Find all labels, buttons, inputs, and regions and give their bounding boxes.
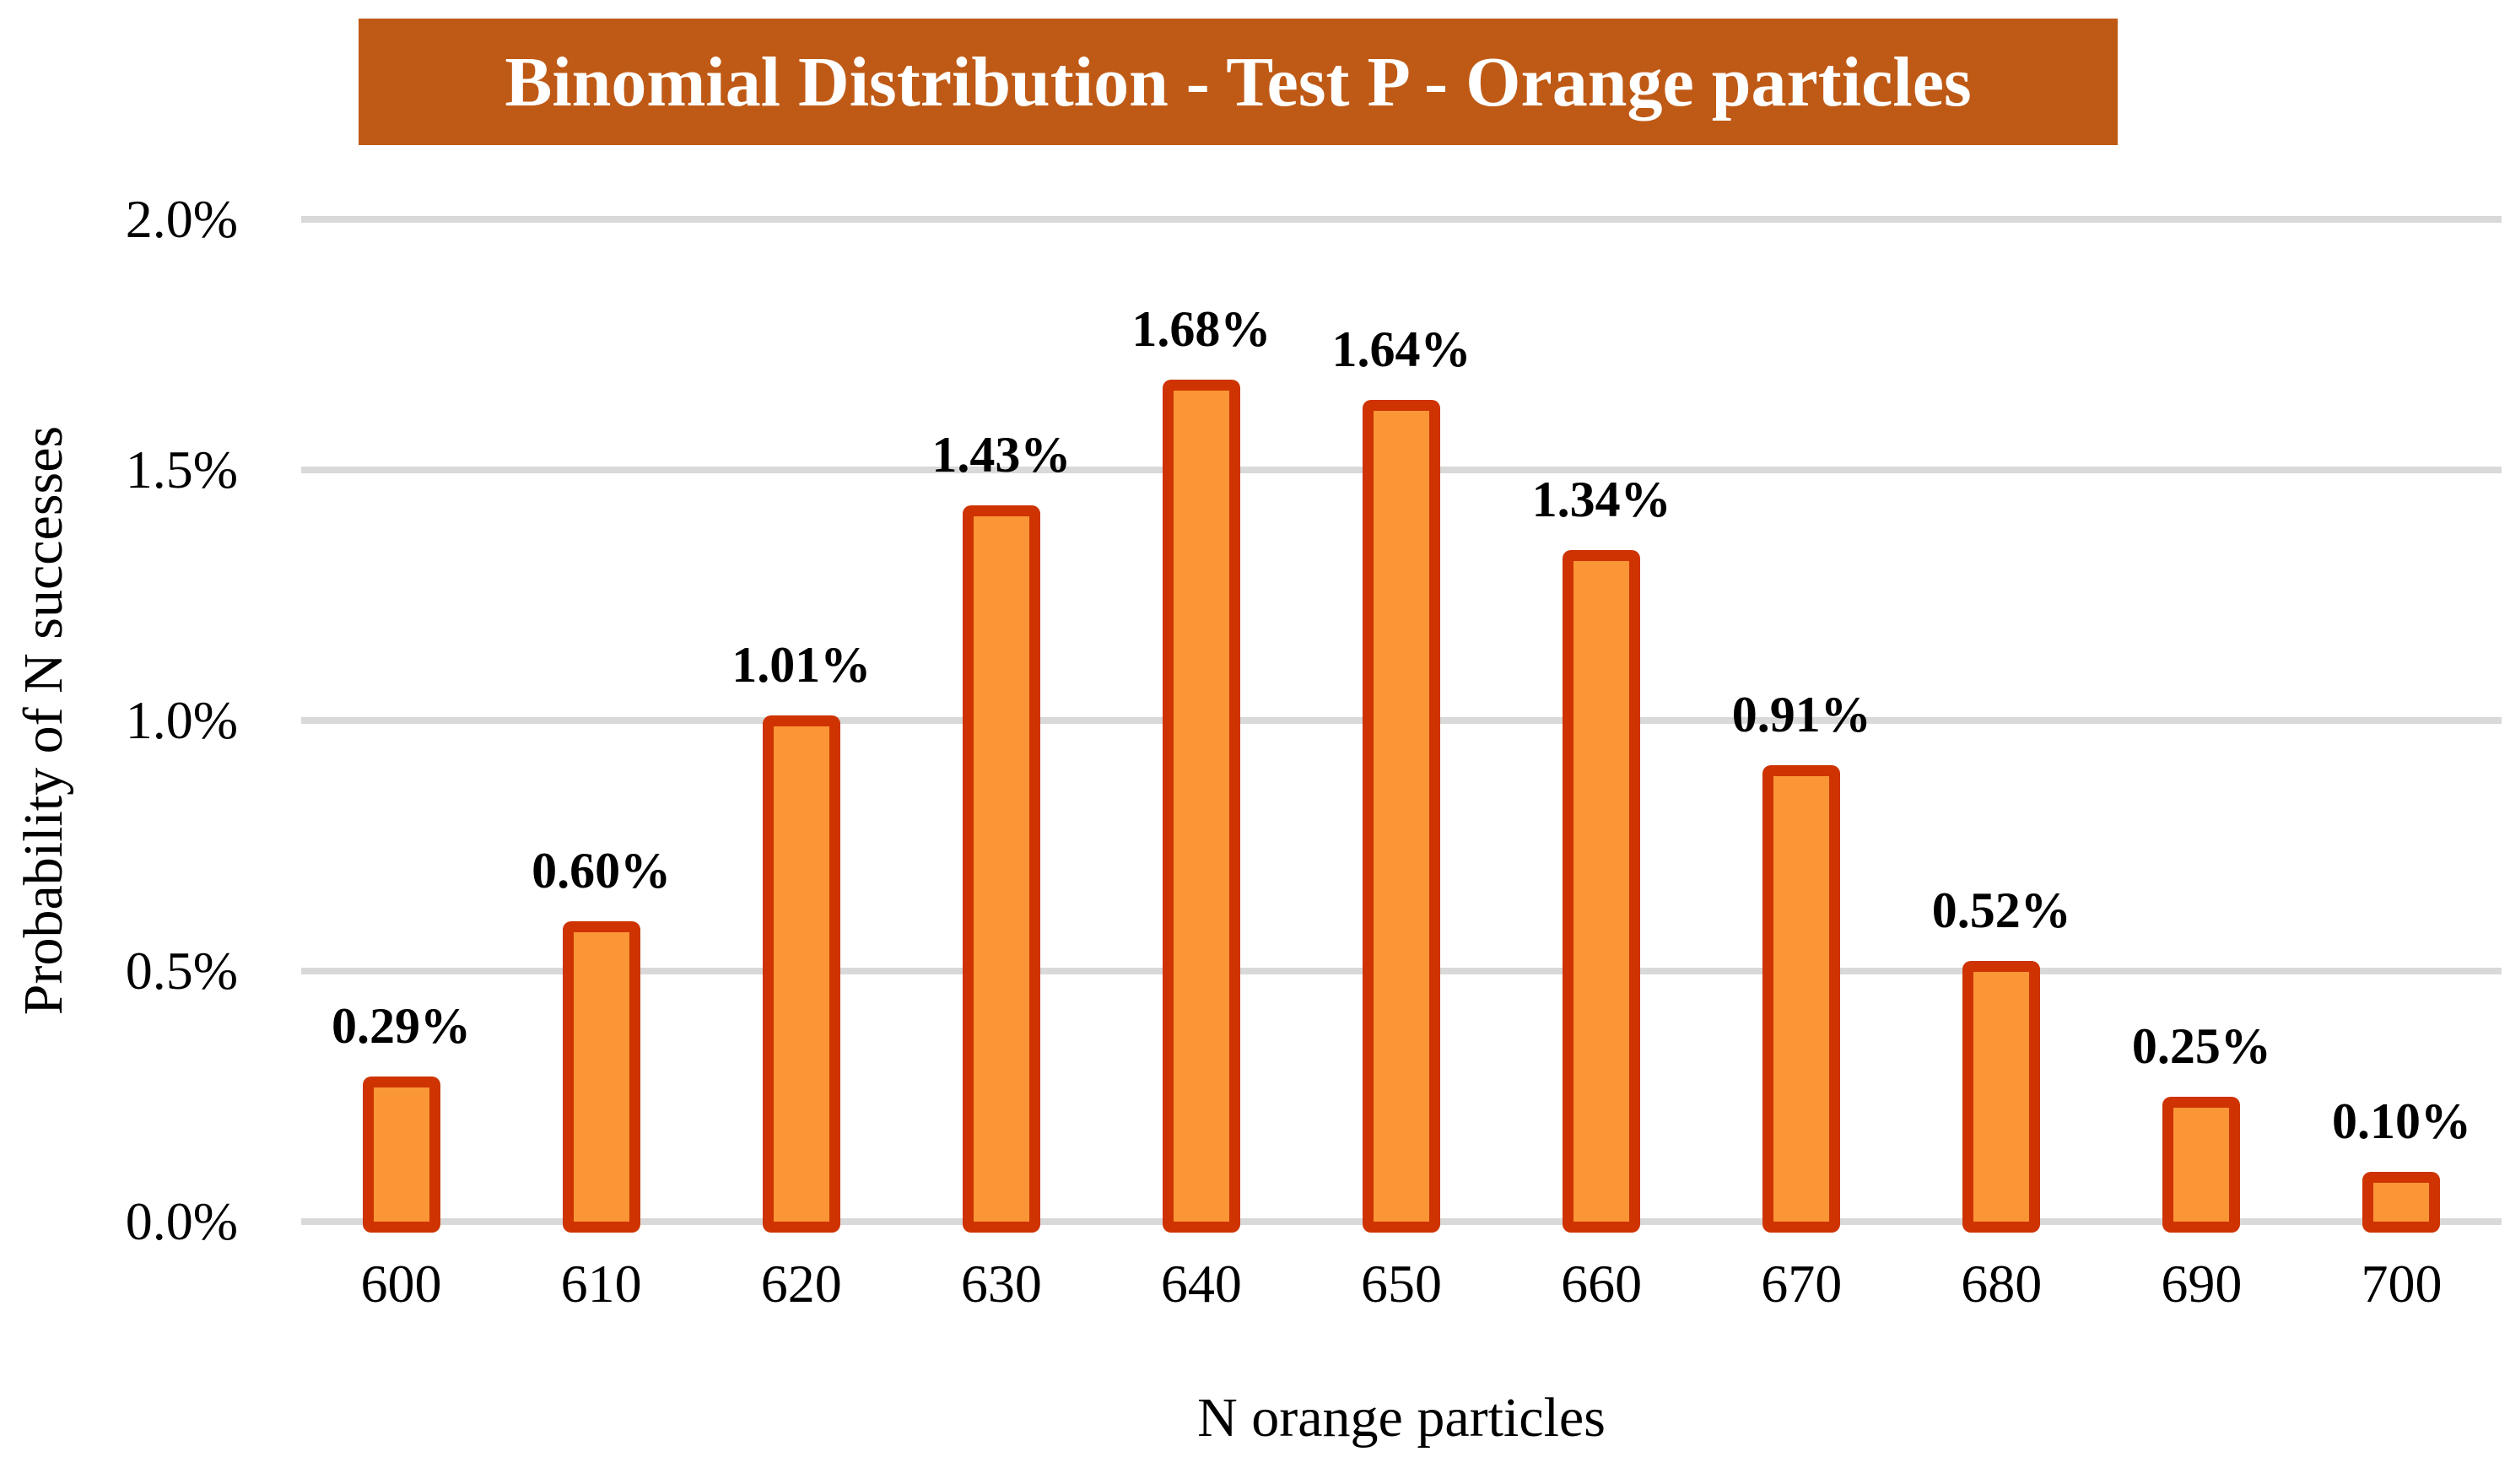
x-axis-title: N orange particles — [1197, 1387, 1606, 1449]
bar-slot-670: 0.91% — [1702, 219, 1902, 1233]
gridline — [301, 216, 2502, 223]
y-axis-tick-label: 1.0% — [125, 690, 238, 750]
bar-slot-690: 0.25% — [2102, 219, 2302, 1233]
y-axis-tick-labels: 2.0% 1.5% 1.0% 0.5% 0.0% — [0, 192, 253, 1249]
bar-slot-650: 1.64% — [1301, 219, 1501, 1233]
x-axis-tick-label-650: 650 — [1361, 1254, 1443, 1314]
x-axis-tick-label-600: 600 — [360, 1254, 442, 1314]
x-axis-tick-label-690: 690 — [2161, 1254, 2243, 1314]
bar-data-label-600: 0.29% — [332, 997, 472, 1054]
bar-650 — [1363, 399, 1441, 1233]
chart-title: Binomial Distribution - Test P - Orange … — [505, 42, 1972, 121]
y-axis-tick-label: 0.5% — [125, 941, 238, 1001]
bar-600 — [362, 1076, 440, 1233]
bar-slot-640: 1.68% — [1101, 219, 1301, 1233]
bar-660 — [1563, 550, 1641, 1233]
bar-630 — [962, 505, 1040, 1233]
bar-slot-600: 0.29% — [301, 219, 501, 1233]
bar-slot-610: 0.60% — [501, 219, 701, 1233]
bar-slot-660: 1.34% — [1502, 219, 1702, 1233]
x-axis-tick-label-700: 700 — [2361, 1254, 2443, 1314]
bar-640 — [1162, 380, 1240, 1233]
x-axis-tick-label-630: 630 — [960, 1254, 1042, 1314]
bar-data-label-660: 1.34% — [1531, 472, 1671, 528]
y-axis-tick-label: 2.0% — [125, 189, 238, 249]
bar-slot-680: 0.52% — [1902, 219, 2102, 1233]
bar-data-label-690: 0.25% — [2131, 1017, 2271, 1074]
x-axis-tick-label-680: 680 — [1961, 1254, 2043, 1314]
bar-data-label-680: 0.52% — [1931, 882, 2071, 939]
bar-data-label-640: 1.68% — [1131, 301, 1271, 358]
bar-data-label-620: 1.01% — [731, 637, 872, 693]
bar-610 — [562, 920, 640, 1233]
bar-data-label-670: 0.91% — [1731, 687, 1871, 743]
x-axis-tick-label-640: 640 — [1160, 1254, 1242, 1314]
x-axis-tick-label-620: 620 — [760, 1254, 842, 1314]
bar-data-label-630: 1.43% — [931, 426, 1071, 483]
y-axis-tick-label: 1.5% — [125, 440, 238, 499]
x-axis-tick-labels: 600 610 620 630 640 650 660 670 680 690 700 — [301, 1222, 2502, 1323]
bar-data-label-650: 1.64% — [1331, 321, 1471, 377]
bar-data-label-700: 0.10% — [2331, 1093, 2471, 1149]
bar-slot-630: 1.43% — [901, 219, 1101, 1233]
x-axis-tick-label-610: 610 — [560, 1254, 642, 1314]
bar-620 — [762, 715, 840, 1233]
bar-690 — [2162, 1096, 2241, 1233]
plot-area: 0.29% 0.60% 1.01% 1.43% 1.68% 1.64% 1.34% 0.91%… — [301, 216, 2502, 1233]
x-axis-tick-label-660: 660 — [1561, 1254, 1643, 1314]
bar-670 — [1762, 765, 1841, 1233]
bar-slot-620: 1.01% — [701, 219, 901, 1233]
bar-slot-700: 0.10% — [2302, 219, 2502, 1233]
bar-series: 0.29% 0.60% 1.01% 1.43% 1.68% 1.64% 1.34% 0.91%… — [301, 219, 2502, 1233]
y-axis-tick-label: 0.0% — [125, 1191, 238, 1251]
bar-680 — [1962, 961, 2041, 1233]
bar-700 — [2362, 1171, 2441, 1233]
chart-title-banner: Binomial Distribution - Test P - Orange … — [359, 19, 2118, 145]
x-axis-tick-label-670: 670 — [1761, 1254, 1843, 1314]
bar-data-label-610: 0.60% — [532, 842, 672, 898]
